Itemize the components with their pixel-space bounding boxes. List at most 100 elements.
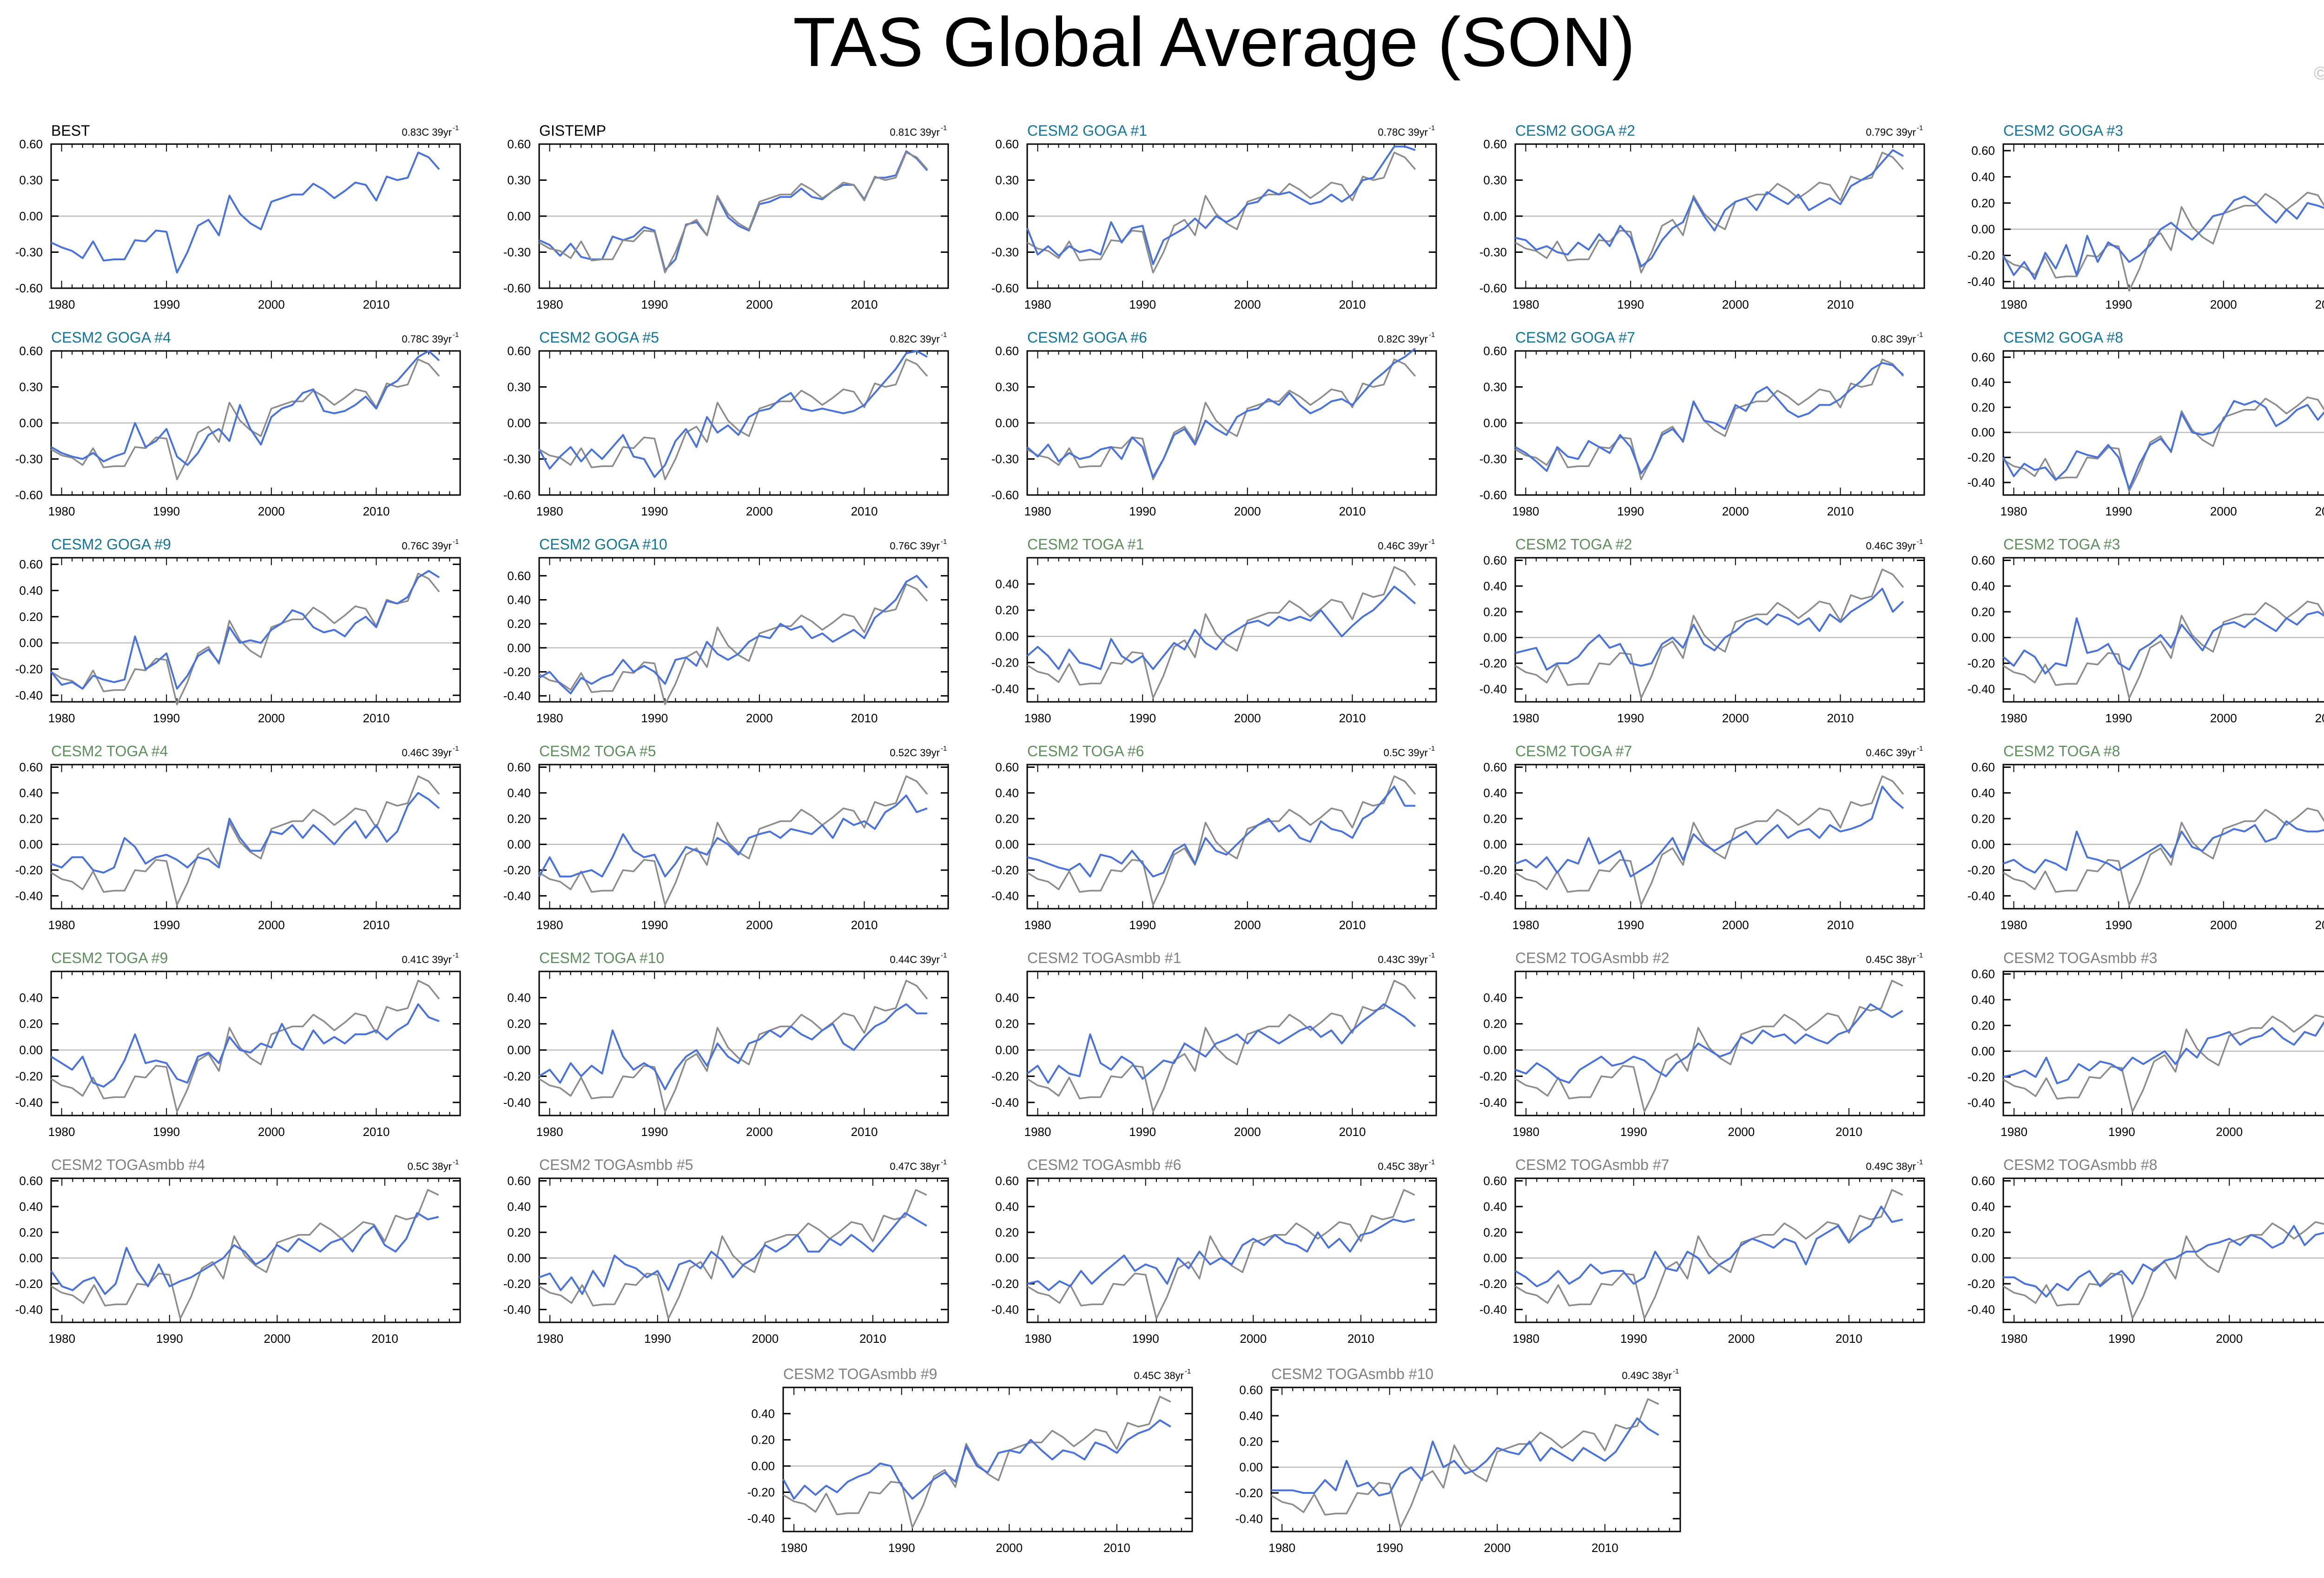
x-tick-label: 1990 [1132, 1332, 1159, 1346]
y-tick-label: -0.40 [991, 1302, 1019, 1316]
y-tick-label: 0.60 [1971, 967, 1995, 981]
y-tick-label: -0.20 [1967, 656, 1995, 670]
x-tick-label: 2010 [2315, 504, 2324, 518]
x-tick-label: 1980 [1268, 1541, 1295, 1555]
y-tick-label: 0.40 [507, 786, 531, 800]
x-tick-label: 2000 [258, 297, 285, 311]
observation-line [2003, 1014, 2324, 1113]
x-tick-label: 1990 [641, 504, 668, 518]
trend-label: 0.49C 38yr [1866, 1161, 1916, 1172]
x-tick-label: 2010 [2315, 918, 2324, 932]
y-tick-label: 0.60 [507, 1174, 531, 1188]
y-tick-label: 0.00 [751, 1459, 775, 1473]
x-tick-label: 2000 [752, 1332, 779, 1346]
trend-label: 0.81C 39yr [890, 126, 940, 138]
x-tick-label: 2000 [264, 1332, 290, 1346]
y-tick-label: -0.30 [15, 452, 43, 466]
x-tick-label: 1980 [2000, 504, 2027, 518]
chart-panel: 0.60 0.30 0.00 -0.30 -0.60 1980 1990 2000 2010 BE… [15, 122, 461, 311]
chart-panel: 0.60 0.40 0.20 0.00 -0.20 -0.40 1980 1990 2000 20… [1967, 743, 2324, 932]
ensemble-member-line [538, 350, 928, 478]
y-tick-label: 0.40 [1483, 786, 1507, 800]
plot-frame [538, 971, 949, 1116]
y-tick-label: 0.20 [1239, 1434, 1263, 1448]
x-tick-label: 1980 [1512, 297, 1539, 311]
x-tick-label: 1980 [536, 1125, 563, 1139]
x-tick-label: 1980 [1024, 1125, 1051, 1139]
plot-frame [2002, 557, 2324, 703]
y-tick-label: 0.00 [995, 209, 1019, 223]
y-tick-label: 0.30 [995, 380, 1019, 394]
panel-title: CESM2 GOGA #1 [1027, 122, 1147, 139]
x-tick-label: 2000 [2216, 1332, 2243, 1346]
y-tick-label: 0.60 [1483, 137, 1507, 151]
y-tick-label: 0.40 [19, 1200, 43, 1214]
y-tick-label: 0.60 [1971, 350, 1995, 364]
y-tick-label: 0.60 [1483, 1174, 1507, 1188]
y-tick-label: 0.20 [19, 610, 43, 624]
panel-title: CESM2 TOGAsmbb #6 [1027, 1156, 1181, 1173]
y-tick-label: 0.40 [19, 990, 43, 1004]
y-tick-label: 0.20 [995, 812, 1019, 825]
chart-panel: 0.60 0.40 0.20 0.00 -0.20 -0.40 1980 1990 2000 20… [503, 1156, 949, 1346]
plot-frame [782, 1387, 1193, 1532]
ensemble-member-line [2003, 820, 2324, 874]
trend-label: 0.46C 39yr [402, 747, 452, 759]
x-tick-label: 1980 [536, 504, 563, 518]
y-tick-label: 0.40 [507, 593, 531, 607]
chart-panel: 0.60 0.40 0.20 0.00 -0.20 -0.40 1980 1990 2000 20… [1967, 122, 2324, 311]
y-tick-label: 0.60 [995, 137, 1019, 151]
y-tick-label: 0.00 [19, 838, 43, 852]
x-tick-label: 1980 [48, 1332, 75, 1346]
ensemble-member-line [1026, 1003, 1416, 1084]
observation-line [539, 583, 928, 705]
x-tick-label: 1980 [536, 297, 563, 311]
y-tick-label: -0.60 [15, 281, 43, 295]
y-tick-label: -0.30 [503, 452, 531, 466]
chart-panel: 0.60 0.30 0.00 -0.30 -0.60 1980 1990 2000 2010 CE… [1479, 329, 1925, 518]
trend-label: 0.76C 39yr [890, 540, 940, 552]
x-tick-label: 1990 [641, 1125, 668, 1139]
y-tick-label: 0.60 [1239, 1383, 1263, 1397]
trend-exponent: -1 [1917, 745, 1923, 753]
y-tick-label: -0.20 [991, 863, 1019, 877]
trend-exponent: -1 [1917, 538, 1923, 546]
chart-panel: 0.60 0.30 0.00 -0.30 -0.60 1980 1990 2000 2010 CE… [503, 329, 949, 518]
x-tick-label: 2010 [1347, 1332, 1374, 1346]
observation-line [1515, 568, 1904, 699]
x-tick-label: 2000 [2210, 297, 2237, 311]
x-tick-label: 1980 [1512, 711, 1539, 725]
x-tick-label: 1980 [1024, 504, 1051, 518]
panel-title: CESM2 TOGAsmbb #1 [1027, 950, 1181, 966]
y-tick-label: 0.20 [1971, 605, 1995, 619]
x-tick-label: 1980 [1512, 504, 1539, 518]
y-tick-label: -0.40 [991, 682, 1019, 696]
y-tick-label: -0.60 [1479, 488, 1507, 502]
panel-title: CESM2 TOGAsmbb #3 [2003, 950, 2157, 966]
y-tick-label: -0.20 [503, 1069, 531, 1083]
trend-exponent: -1 [1429, 331, 1435, 339]
panel-title: CESM2 TOGAsmbb #9 [783, 1366, 937, 1382]
observation-line [539, 775, 928, 906]
x-tick-label: 1980 [2000, 711, 2027, 725]
chart-panel: 0.60 0.30 0.00 -0.30 -0.60 1980 1990 2000 2010 CE… [991, 122, 1437, 311]
x-tick-label: 2010 [1835, 1332, 1862, 1346]
x-tick-label: 2010 [363, 711, 390, 725]
ensemble-member-line [2003, 1021, 2324, 1084]
observation-line [51, 775, 440, 906]
panel-title: GISTEMP [539, 122, 606, 139]
x-tick-label: 1990 [2105, 711, 2132, 725]
y-tick-label: -0.30 [1479, 245, 1507, 259]
x-tick-label: 2010 [1339, 504, 1366, 518]
y-tick-label: -0.30 [991, 245, 1019, 259]
observation-line [2003, 601, 2324, 699]
y-tick-label: 0.00 [19, 1043, 43, 1057]
observation-line [1027, 566, 1416, 699]
x-tick-label: 2000 [746, 504, 773, 518]
y-tick-label: -0.20 [991, 655, 1019, 669]
x-tick-label: 1990 [641, 918, 668, 932]
trend-exponent: -1 [1673, 1367, 1679, 1375]
x-tick-label: 2000 [746, 297, 773, 311]
trend-label: 0.47C 38yr [890, 1161, 940, 1172]
